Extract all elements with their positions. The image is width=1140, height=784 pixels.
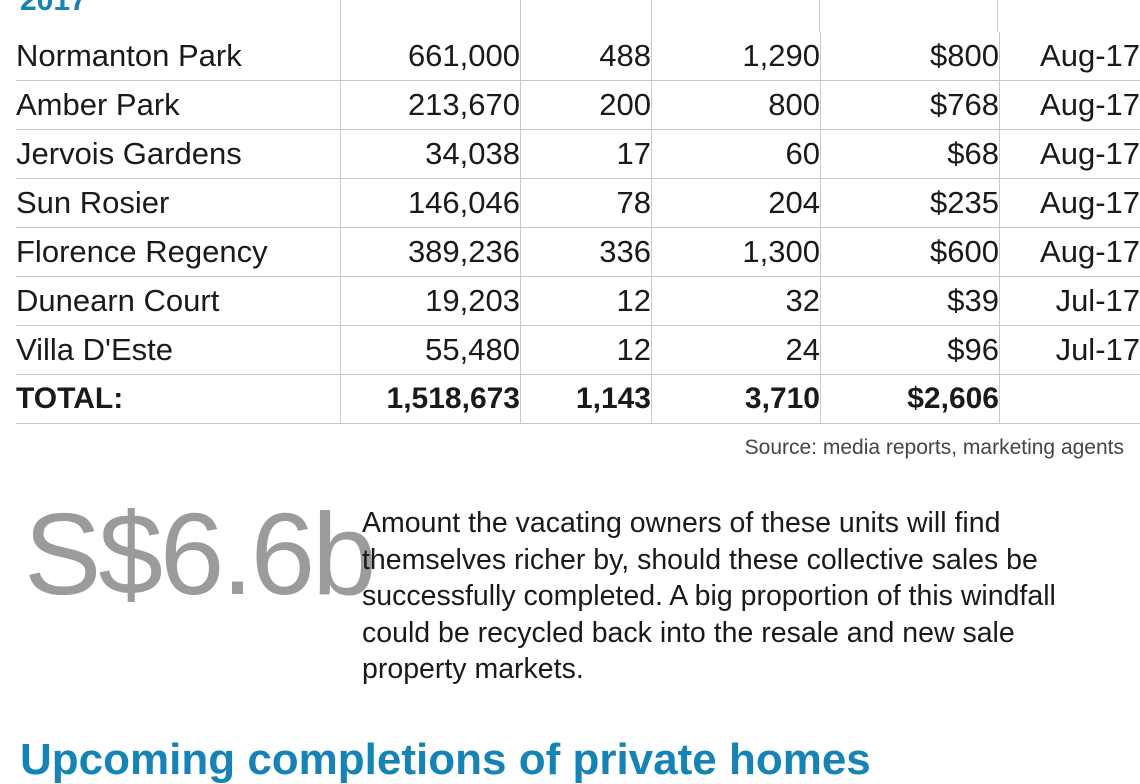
owners-cell: 24 bbox=[652, 326, 821, 375]
owners-cell: 800 bbox=[652, 81, 821, 130]
owners-cell: 3,710 bbox=[652, 375, 821, 424]
units-cell: 336 bbox=[521, 228, 652, 277]
project-name-cell: Jervois Gardens bbox=[16, 130, 341, 179]
project-name-cell: Amber Park bbox=[16, 81, 341, 130]
date-cell: Aug-17 bbox=[1000, 179, 1140, 228]
units-cell: 1,143 bbox=[521, 375, 652, 424]
date-cell: Aug-17 bbox=[1000, 32, 1140, 81]
project-name-cell: Villa D'Este bbox=[16, 326, 341, 375]
project-name-cell: Florence Regency bbox=[16, 228, 341, 277]
date-cell: Aug-17 bbox=[1000, 81, 1140, 130]
project-name-cell: TOTAL: bbox=[16, 375, 341, 424]
land-area-cell: 34,038 bbox=[341, 130, 521, 179]
units-cell: 12 bbox=[521, 326, 652, 375]
project-name-cell: Normanton Park bbox=[16, 32, 341, 81]
units-cell: 488 bbox=[521, 32, 652, 81]
price-cell: $768 bbox=[821, 81, 1000, 130]
windfall-figure: S$6.6b bbox=[24, 496, 374, 612]
owners-cell: 1,290 bbox=[652, 32, 821, 81]
price-cell: $2,606 bbox=[821, 375, 1000, 424]
date-cell: Jul-17 bbox=[1000, 326, 1140, 375]
column-divider bbox=[520, 0, 521, 32]
price-cell: $68 bbox=[821, 130, 1000, 179]
project-name-cell: Dunearn Court bbox=[16, 277, 341, 326]
land-area-cell: 19,203 bbox=[341, 277, 521, 326]
land-area-cell: 55,480 bbox=[341, 326, 521, 375]
owners-cell: 1,300 bbox=[652, 228, 821, 277]
column-divider bbox=[997, 0, 998, 32]
date-cell: Aug-17 bbox=[1000, 228, 1140, 277]
price-cell: $96 bbox=[821, 326, 1000, 375]
price-cell: $235 bbox=[821, 179, 1000, 228]
owners-cell: 32 bbox=[652, 277, 821, 326]
section-year-heading: 2017 bbox=[20, 0, 87, 16]
next-section-heading: Upcoming completions of private homes bbox=[20, 738, 871, 782]
units-cell: 12 bbox=[521, 277, 652, 326]
land-area-cell: 661,000 bbox=[341, 32, 521, 81]
windfall-description: Amount the vacating owners of these unit… bbox=[362, 505, 1082, 688]
land-area-cell: 213,670 bbox=[341, 81, 521, 130]
project-name-cell: Sun Rosier bbox=[16, 179, 341, 228]
date-cell: Jul-17 bbox=[1000, 277, 1140, 326]
land-area-cell: 1,518,673 bbox=[341, 375, 521, 424]
owners-cell: 60 bbox=[652, 130, 821, 179]
units-cell: 78 bbox=[521, 179, 652, 228]
owners-cell: 204 bbox=[652, 179, 821, 228]
column-divider bbox=[340, 0, 341, 32]
units-cell: 17 bbox=[521, 130, 652, 179]
date-cell bbox=[1000, 375, 1140, 424]
source-note: Source: media reports, marketing agents bbox=[745, 436, 1124, 460]
column-divider bbox=[651, 0, 652, 32]
price-cell: $39 bbox=[821, 277, 1000, 326]
date-cell: Aug-17 bbox=[1000, 130, 1140, 179]
land-area-cell: 389,236 bbox=[341, 228, 521, 277]
land-area-cell: 146,046 bbox=[341, 179, 521, 228]
units-cell: 200 bbox=[521, 81, 652, 130]
column-divider bbox=[819, 0, 820, 32]
price-cell: $600 bbox=[821, 228, 1000, 277]
price-cell: $800 bbox=[821, 32, 1000, 81]
